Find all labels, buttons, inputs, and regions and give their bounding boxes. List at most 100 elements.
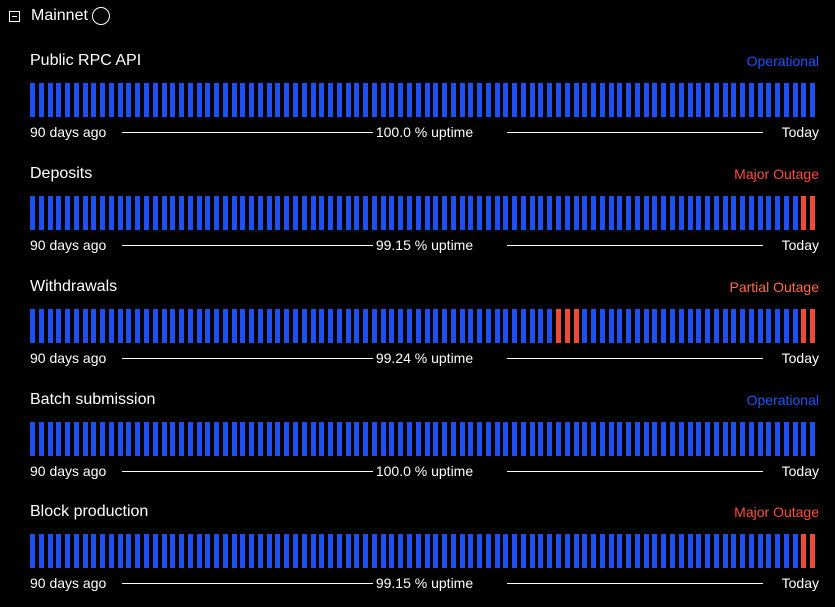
day-bar[interactable] [284,422,290,456]
day-bar[interactable] [249,196,255,230]
day-bar[interactable] [30,422,35,456]
day-bar[interactable] [757,309,763,343]
day-bar[interactable] [284,534,290,568]
day-bar[interactable] [485,422,491,456]
day-bar[interactable] [117,534,123,568]
day-bar[interactable] [301,83,307,117]
day-bar[interactable] [179,83,185,117]
day-bar[interactable] [520,83,526,117]
day-bar[interactable] [556,534,561,568]
day-bar[interactable] [520,309,526,343]
day-bar[interactable] [389,534,395,568]
day-bar[interactable] [748,196,754,230]
day-bar[interactable] [678,534,684,568]
day-bar[interactable] [328,534,334,568]
day-bar[interactable] [275,309,281,343]
day-bar[interactable] [240,309,246,343]
circle-info-icon[interactable] [91,7,110,25]
day-bar[interactable] [82,309,88,343]
day-bar[interactable] [91,534,97,568]
day-bar[interactable] [415,309,421,343]
day-bar[interactable] [56,534,62,568]
day-bar[interactable] [556,309,561,343]
day-bar[interactable] [205,534,211,568]
day-bar[interactable] [249,309,255,343]
day-bar[interactable] [319,196,325,230]
day-bar[interactable] [100,196,106,230]
day-bar[interactable] [503,422,509,456]
day-bar[interactable] [477,196,483,230]
day-bar[interactable] [722,309,728,343]
day-bar[interactable] [433,309,439,343]
day-bar[interactable] [345,422,351,456]
day-bar[interactable] [91,422,97,456]
day-bar[interactable] [503,309,509,343]
day-bar[interactable] [722,83,728,117]
day-bar[interactable] [705,534,711,568]
day-bar[interactable] [310,422,316,456]
day-bar[interactable] [214,534,220,568]
day-bar[interactable] [47,534,53,568]
day-bar[interactable] [801,534,807,568]
day-bar[interactable] [249,422,255,456]
day-bar[interactable] [713,196,719,230]
day-bar[interactable] [73,309,79,343]
day-bar[interactable] [582,309,588,343]
day-bar[interactable] [380,309,386,343]
day-bar[interactable] [179,422,185,456]
day-bar[interactable] [319,534,325,568]
day-bar[interactable] [257,534,263,568]
day-bar[interactable] [143,83,149,117]
day-bar[interactable] [766,83,772,117]
day-bar[interactable] [336,422,342,456]
day-bar[interactable] [222,83,228,117]
day-bar[interactable] [222,534,228,568]
day-bar[interactable] [757,83,763,117]
day-bar[interactable] [669,83,675,117]
day-bar[interactable] [556,196,561,230]
day-bar[interactable] [152,422,158,456]
day-bar[interactable] [91,83,97,117]
day-bar[interactable] [643,534,649,568]
day-bar[interactable] [135,422,141,456]
day-bar[interactable] [634,422,640,456]
day-bar[interactable] [696,534,702,568]
day-bar[interactable] [398,83,404,117]
day-bar[interactable] [792,534,798,568]
day-bar[interactable] [705,422,711,456]
day-bar[interactable] [47,83,53,117]
day-bar[interactable] [82,534,88,568]
day-bar[interactable] [669,309,675,343]
day-bar[interactable] [766,534,772,568]
day-bar[interactable] [503,83,509,117]
day-bar[interactable] [801,196,807,230]
day-bar[interactable] [380,422,386,456]
day-bar[interactable] [108,534,114,568]
day-bar[interactable] [520,422,526,456]
day-bar[interactable] [301,534,307,568]
day-bar[interactable] [713,422,719,456]
day-bar[interactable] [450,534,456,568]
day-bar[interactable] [687,534,693,568]
day-bar[interactable] [757,422,763,456]
day-bar[interactable] [257,196,263,230]
day-bar[interactable] [205,196,211,230]
day-bar[interactable] [547,309,553,343]
day-bar[interactable] [810,422,816,456]
day-bar[interactable] [56,196,62,230]
day-bar[interactable] [459,534,465,568]
day-bar[interactable] [170,83,176,117]
day-bar[interactable] [179,196,185,230]
day-bar[interactable] [713,83,719,117]
day-bar[interactable] [406,196,412,230]
day-bar[interactable] [801,83,807,117]
day-bar[interactable] [231,83,237,117]
day-bar[interactable] [599,422,605,456]
day-bar[interactable] [214,83,220,117]
day-bar[interactable] [363,196,369,230]
day-bar[interactable] [608,83,614,117]
day-bar[interactable] [783,534,789,568]
day-bar[interactable] [398,309,404,343]
day-bar[interactable] [240,196,246,230]
day-bar[interactable] [371,196,377,230]
